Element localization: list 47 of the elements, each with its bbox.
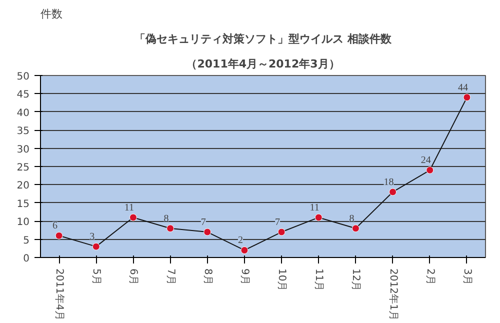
y-tick-label: 40 — [16, 108, 30, 119]
point — [240, 246, 248, 254]
data-label: 7 — [200, 217, 206, 228]
data-label: 11 — [124, 202, 134, 214]
y-tick-label: 20 — [16, 180, 30, 192]
data-label: 7 — [275, 217, 280, 228]
point — [352, 224, 360, 232]
y-tick-label: 30 — [16, 144, 30, 156]
x-tick-label: 3月 — [461, 268, 472, 285]
point — [463, 94, 471, 102]
point — [426, 166, 434, 174]
y-tick-label: 35 — [16, 126, 30, 138]
point — [55, 232, 63, 240]
point — [389, 188, 397, 196]
x-tick-label: 2012年1月 — [387, 268, 400, 320]
y-axis-title: 件数 — [40, 8, 62, 20]
y-tick-label: 10 — [16, 217, 30, 228]
data-label: 18 — [384, 176, 394, 188]
x-tick-label: 10月 — [276, 268, 288, 292]
x-tick-label: 5月 — [90, 268, 102, 285]
point — [278, 228, 286, 236]
x-tick-label: 12月 — [350, 268, 362, 292]
point — [314, 214, 322, 222]
data-label: 11 — [310, 202, 320, 214]
data-label: 24 — [420, 155, 431, 166]
data-label: 44 — [458, 82, 468, 94]
y-tick-label: 0 — [23, 254, 30, 264]
x-tick-label: 9月 — [238, 268, 250, 285]
data-label: 2 — [238, 235, 243, 246]
x-tick-label: 2011年4月 — [54, 268, 66, 320]
chart-subtitle: （2011年4月～2012年3月） — [186, 58, 340, 70]
y-tick-label: 50 — [16, 72, 30, 82]
point — [92, 242, 100, 250]
y-tick-label: 5 — [23, 235, 30, 246]
chart-title: 「偽セキュリティ対策ソフト」型ウイルス 相談件数 — [134, 32, 392, 46]
x-tick-label: 11月 — [313, 268, 324, 292]
x-tick-label: 7月 — [164, 268, 176, 285]
x-tick-label: 8月 — [202, 268, 213, 285]
x-tick-label: 2月 — [424, 268, 436, 285]
point — [204, 228, 212, 236]
y-tick-label: 15 — [16, 198, 30, 210]
y-tick-label: 25 — [16, 162, 30, 174]
data-label: 6 — [52, 220, 58, 232]
x-tick-label: 6月 — [128, 268, 139, 285]
point — [166, 224, 174, 232]
point — [129, 214, 137, 222]
y-tick-label: 45 — [16, 90, 30, 101]
